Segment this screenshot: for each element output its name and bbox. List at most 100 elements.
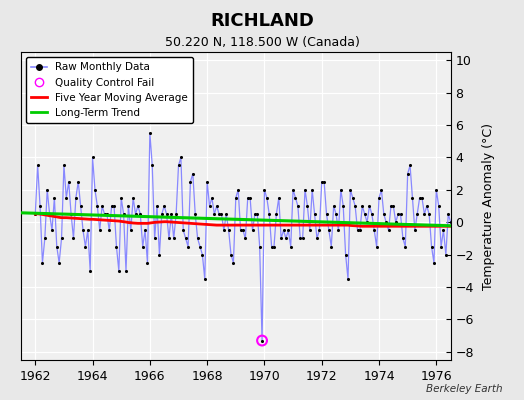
Point [250, 211, 259, 217]
Point [107, 203, 116, 209]
Point [434, 203, 443, 209]
Point [416, 195, 424, 201]
Point [52, 243, 61, 250]
Point [351, 203, 359, 209]
Point [275, 195, 283, 201]
Point [50, 195, 59, 201]
Point [336, 186, 345, 193]
Point [167, 211, 176, 217]
Point [160, 203, 168, 209]
Point [265, 211, 274, 217]
Point [215, 211, 223, 217]
Point [181, 235, 190, 242]
Point [198, 252, 206, 258]
Text: 50.220 N, 118.500 W (Canada): 50.220 N, 118.500 W (Canada) [165, 36, 359, 49]
Point [332, 211, 340, 217]
Point [293, 203, 302, 209]
Point [401, 243, 409, 250]
Point [115, 268, 123, 274]
Point [348, 195, 357, 201]
Point [253, 211, 261, 217]
Point [330, 203, 338, 209]
Point [272, 211, 280, 217]
Point [205, 203, 214, 209]
Point [127, 227, 135, 234]
Point [411, 227, 419, 234]
Point [134, 203, 142, 209]
Point [112, 243, 121, 250]
Point [363, 219, 372, 226]
Point [224, 227, 233, 234]
Point [284, 227, 292, 234]
Point [67, 211, 75, 217]
Point [210, 211, 219, 217]
Point [81, 243, 90, 250]
Point [155, 252, 163, 258]
Point [43, 186, 51, 193]
Point [241, 235, 249, 242]
Point [124, 203, 133, 209]
Point [89, 154, 97, 160]
Point [60, 162, 68, 169]
Point [110, 203, 118, 209]
Point [403, 170, 412, 177]
Point [370, 227, 378, 234]
Point [325, 227, 333, 234]
Point [122, 268, 130, 274]
Point [339, 203, 347, 209]
Point [100, 211, 108, 217]
Point [258, 337, 266, 344]
Point [74, 178, 82, 185]
Point [141, 227, 149, 234]
Point [72, 195, 80, 201]
Point [158, 211, 166, 217]
Point [208, 195, 216, 201]
Point [236, 227, 245, 234]
Point [153, 203, 161, 209]
Point [375, 195, 383, 201]
Point [46, 211, 54, 217]
Point [430, 260, 438, 266]
Point [227, 252, 235, 258]
Point [69, 235, 78, 242]
Point [444, 211, 452, 217]
Legend: Raw Monthly Data, Quality Control Fail, Five Year Moving Average, Long-Term Tren: Raw Monthly Data, Quality Control Fail, … [26, 57, 193, 123]
Point [93, 203, 102, 209]
Point [310, 211, 319, 217]
Point [64, 178, 73, 185]
Point [172, 211, 180, 217]
Point [420, 211, 429, 217]
Point [439, 227, 447, 234]
Point [394, 211, 402, 217]
Point [289, 186, 297, 193]
Point [136, 211, 145, 217]
Point [458, 276, 467, 282]
Point [95, 227, 104, 234]
Point [244, 195, 252, 201]
Point [451, 211, 460, 217]
Point [84, 227, 92, 234]
Point [34, 162, 42, 169]
Point [217, 211, 226, 217]
Point [334, 227, 343, 234]
Point [174, 162, 183, 169]
Point [296, 235, 304, 242]
Text: RICHLAND: RICHLAND [210, 12, 314, 30]
Point [313, 235, 321, 242]
Point [196, 243, 204, 250]
Point [222, 211, 231, 217]
Point [263, 195, 271, 201]
Point [177, 154, 185, 160]
Point [379, 211, 388, 217]
Y-axis label: Temperature Anomaly (°C): Temperature Anomaly (°C) [482, 122, 495, 290]
Point [220, 227, 228, 234]
Point [361, 211, 369, 217]
Point [305, 227, 314, 234]
Point [203, 178, 211, 185]
Text: Berkeley Earth: Berkeley Earth [427, 384, 503, 394]
Point [31, 211, 39, 217]
Point [454, 211, 462, 217]
Point [422, 203, 431, 209]
Point [148, 162, 157, 169]
Point [189, 170, 197, 177]
